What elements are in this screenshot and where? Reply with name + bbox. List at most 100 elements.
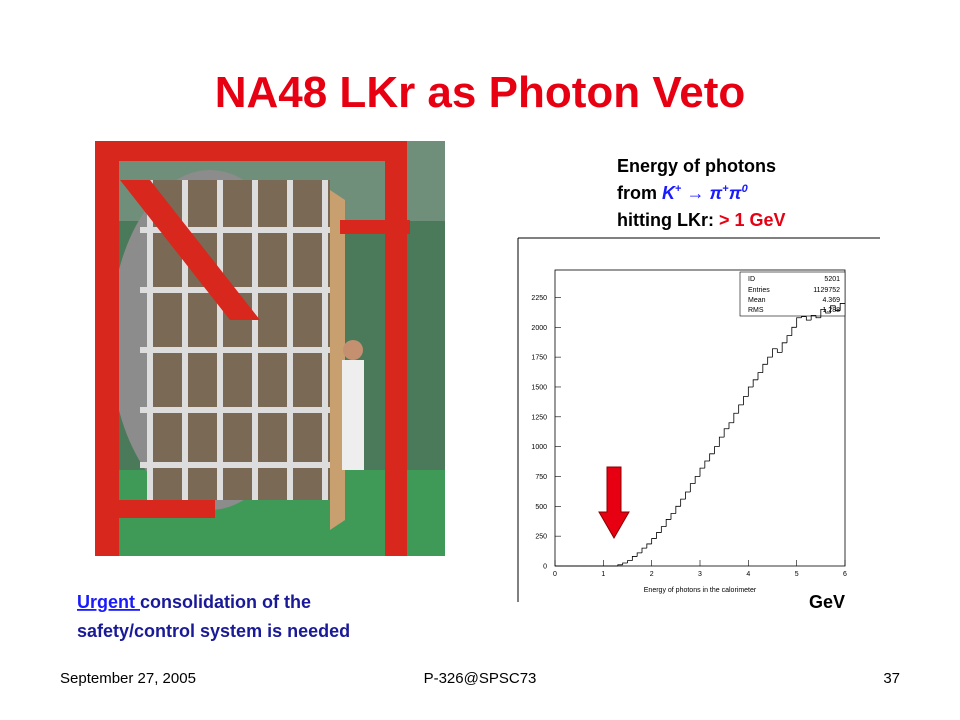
histogram: Energy of photons in the calorimeter ID …	[517, 237, 880, 602]
footer-id: P-326@SPSC73	[424, 670, 537, 687]
histogram-bin	[786, 335, 792, 343]
footer-page: 37	[883, 670, 900, 687]
histogram-bin	[757, 372, 763, 380]
histogram-bin	[743, 396, 749, 405]
caption-line: Energy of photons	[617, 156, 776, 176]
histogram-bin	[660, 526, 667, 533]
histogram-bin	[834, 305, 841, 311]
histogram-bin	[670, 513, 676, 520]
x-tick-label: 2	[650, 571, 654, 578]
footer-date: September 27, 2005	[60, 670, 196, 687]
histogram-bin	[772, 348, 778, 358]
unit-label: GeV	[809, 592, 845, 612]
slide-title: NA48 LKr as Photon Veto	[215, 68, 746, 117]
x-tick-label: 0	[553, 571, 557, 578]
histogram-bin	[699, 467, 705, 477]
histogram-bin	[631, 556, 638, 561]
y-tick-label: 1750	[531, 355, 547, 362]
caption-text: from	[617, 183, 657, 203]
caption-text: hitting LKr:	[617, 210, 714, 230]
note-urgent: Urgent	[77, 592, 140, 612]
histogram-bin	[685, 491, 691, 500]
histogram-bin	[839, 303, 845, 311]
histogram-bin	[627, 560, 633, 564]
threshold-arrow	[598, 466, 630, 540]
x-tick-label: 4	[746, 571, 750, 578]
caption-symbol: π	[709, 183, 722, 203]
caption-line: hitting LKr: > 1 GeV	[617, 210, 786, 230]
stats-label: Mean	[748, 297, 766, 304]
histogram-bin	[791, 326, 797, 336]
histogram-bin	[646, 543, 652, 549]
y-tick-label: 1000	[531, 444, 547, 451]
caption-sup: +	[722, 183, 728, 195]
histogram-bin	[796, 317, 802, 328]
histogram-bin	[752, 379, 758, 387]
x-axis-label: Energy of photons in the calorimeter	[644, 587, 757, 594]
stats-label: RMS	[748, 307, 764, 314]
histogram-bin	[694, 476, 700, 484]
caption-sup: 0	[742, 183, 749, 195]
caption-sup: +	[675, 183, 681, 195]
histogram-bin	[689, 483, 696, 492]
histogram-bin	[762, 363, 768, 373]
histogram-bin	[636, 552, 642, 557]
x-tick-label: 6	[843, 571, 847, 578]
histogram-bin	[815, 315, 821, 319]
histogram-bin	[776, 348, 783, 353]
histogram-bin	[714, 446, 720, 454]
x-tick-label: 1	[601, 571, 605, 578]
histogram-bin	[801, 316, 807, 318]
histogram-bin	[728, 422, 734, 429]
histogram-bin	[767, 356, 773, 365]
histogram-bin	[641, 547, 647, 553]
histogram-bin	[810, 314, 816, 321]
histogram-bin	[723, 428, 729, 438]
x-tick-label: 5	[795, 571, 799, 578]
histogram-bin	[709, 453, 715, 461]
y-tick-label: 1500	[531, 384, 547, 391]
stats-label: Entries	[748, 287, 770, 294]
photo	[95, 141, 445, 556]
histogram-bin	[656, 532, 662, 539]
caption-symbol: π	[729, 183, 742, 203]
caption-threshold: > 1 GeV	[719, 210, 786, 230]
stats: ID 5201 Entries 1129752 Mean 4.369 RMS 1…	[748, 276, 840, 314]
stats-value: 5201	[824, 276, 840, 283]
histogram-bin	[825, 309, 831, 314]
histogram-bin	[680, 498, 686, 507]
histogram-bin	[665, 519, 671, 527]
note-line: Urgent consolidation of the	[77, 592, 311, 612]
y-tick-label: 1250	[531, 414, 547, 421]
note-text: consolidation of the	[140, 592, 311, 612]
histogram-bin	[830, 305, 836, 313]
histogram-bin	[733, 412, 739, 423]
histogram-bin	[781, 342, 787, 353]
y-tick-label: 750	[535, 474, 547, 481]
caption-line: from K+ → π+π0	[617, 176, 749, 203]
stats-label: ID	[748, 276, 755, 283]
histogram-bin	[718, 436, 725, 447]
histogram-bin	[820, 308, 826, 318]
y-tick-label: 0	[543, 564, 547, 571]
y-tick-label: 2250	[531, 295, 547, 302]
stats-value: 4.369	[822, 297, 840, 304]
histogram-bin	[738, 404, 744, 414]
stats-value: 1129752	[813, 287, 840, 294]
histogram-bin	[617, 564, 623, 566]
y-tick-label: 500	[535, 504, 547, 511]
stats-box	[739, 271, 846, 317]
histogram-bin	[704, 460, 710, 469]
histogram-bin	[747, 386, 754, 397]
caption-symbol: K	[662, 183, 677, 203]
note-line: safety/control system is needed	[77, 621, 350, 641]
caption-symbol: →	[686, 183, 704, 203]
x-tick-label: 3	[698, 571, 702, 578]
histogram-bin	[675, 505, 681, 514]
histogram-bin	[805, 316, 812, 321]
y-tick-label: 2000	[531, 325, 547, 332]
histogram-bin	[651, 538, 657, 544]
y-tick-label: 250	[535, 534, 547, 541]
stats-value: 1.288	[822, 307, 840, 314]
